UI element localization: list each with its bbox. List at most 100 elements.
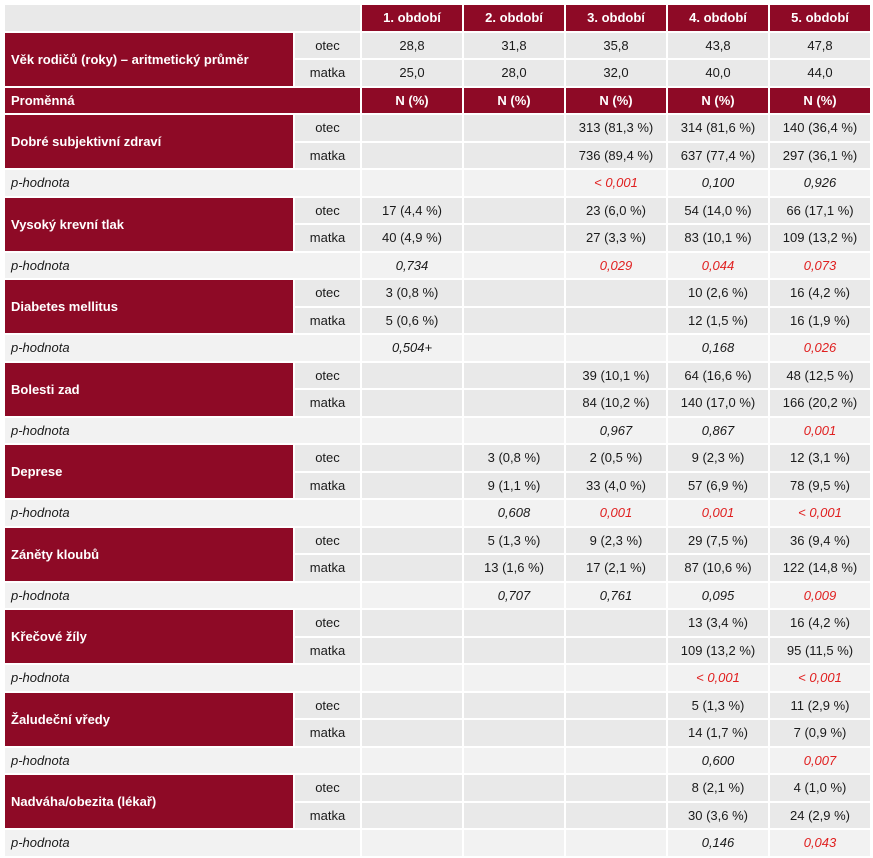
table-row: matka 40 (4,9 %) 27 (3,3 %) 83 (10,1 %) 109 … bbox=[4, 223, 872, 253]
p-value-row: p-hodnota 0,608 0,001 0,001 < 0,001 bbox=[3, 498, 872, 528]
value-cell: 8 (2,1 %) bbox=[666, 773, 770, 803]
variable-label: Záněty kloubů bbox=[3, 525, 295, 583]
period-header: 3. období bbox=[564, 3, 668, 33]
value-cell: 23 (6,0 %) bbox=[564, 195, 668, 225]
sub-label: otec bbox=[293, 360, 362, 390]
p-value-cell: 0,146 bbox=[666, 828, 770, 858]
n-percent-header: N (%) bbox=[462, 85, 566, 115]
value-cell bbox=[360, 690, 464, 720]
table-row: Nadváha/obezita (lékař) otec 8 (2,1 %) 4 (1… bbox=[3, 773, 872, 830]
value-cell: 166 (20,2 %) bbox=[768, 388, 872, 418]
value-cell: 17 (2,1 %) bbox=[564, 553, 668, 583]
table-row: matka 9 (1,1 %) 33 (4,0 %) 57 (6,9 %) 78 (9,… bbox=[4, 470, 872, 500]
age-value: 25,0 bbox=[360, 58, 464, 88]
value-cell: 64 (16,6 %) bbox=[666, 360, 770, 390]
p-value-cell bbox=[360, 168, 464, 198]
value-cell: 16 (4,2 %) bbox=[768, 278, 872, 308]
value-cell bbox=[360, 608, 464, 638]
table-row: matka 13 (1,6 %) 17 (2,1 %) 87 (10,6 %) 122 … bbox=[4, 553, 872, 583]
p-value-cell bbox=[564, 333, 668, 363]
value-cell bbox=[462, 278, 566, 308]
p-value-cell bbox=[360, 745, 464, 775]
value-cell: 3 (0,8 %) bbox=[462, 443, 566, 473]
p-value-label: p-hodnota bbox=[3, 663, 362, 693]
age-value: 28,8 bbox=[360, 30, 464, 60]
p-value-cell: 0,009 bbox=[768, 580, 872, 610]
value-cell: 17 (4,4 %) bbox=[360, 195, 464, 225]
variable-column-header: Proměnná bbox=[3, 85, 362, 115]
value-cell: 57 (6,9 %) bbox=[666, 470, 770, 500]
p-value-cell: 0,073 bbox=[768, 250, 872, 280]
table-row: Dobré subjektivní zdraví otec 313 (81,3 %)… bbox=[3, 113, 872, 170]
value-cell bbox=[462, 690, 566, 720]
value-cell: 140 (36,4 %) bbox=[768, 113, 872, 143]
sub-label: matka bbox=[293, 470, 362, 500]
p-value-cell: 0,100 bbox=[666, 168, 770, 198]
p-value-cell: < 0,001 bbox=[768, 663, 872, 693]
n-percent-header: N (%) bbox=[666, 85, 770, 115]
p-value-cell bbox=[360, 415, 464, 445]
period-header-row: 1. období 2. období 3. období 4. období … bbox=[3, 3, 872, 33]
value-cell: 36 (9,4 %) bbox=[768, 525, 872, 555]
p-value-cell: 0,734 bbox=[360, 250, 464, 280]
value-cell: 29 (7,5 %) bbox=[666, 525, 770, 555]
p-value-row: p-hodnota 0,967 0,867 0,001 bbox=[3, 415, 872, 445]
value-cell bbox=[564, 608, 668, 638]
p-value-cell: 0,044 bbox=[666, 250, 770, 280]
value-cell bbox=[360, 140, 464, 170]
sub-label: matka bbox=[293, 388, 362, 418]
sub-label: matka bbox=[293, 800, 362, 830]
table-row: Záněty kloubů otec 5 (1,3 %) 9 (2,3 %) 29 (7… bbox=[3, 525, 872, 583]
p-value-row: p-hodnota < 0,001 0,100 0,926 bbox=[3, 168, 872, 198]
p-value-cell: 0,761 bbox=[564, 580, 668, 610]
sub-label: matka bbox=[293, 58, 362, 88]
sub-label: otec bbox=[293, 690, 362, 720]
sub-label: matka bbox=[293, 305, 362, 335]
age-label: Věk rodičů (roky) – aritmetický průměr bbox=[3, 30, 295, 88]
sub-label: matka bbox=[293, 635, 362, 665]
value-cell bbox=[360, 525, 464, 555]
n-percent-header: N (%) bbox=[564, 85, 668, 115]
value-cell bbox=[462, 305, 566, 335]
value-cell bbox=[360, 718, 464, 748]
value-cell: 84 (10,2 %) bbox=[564, 388, 668, 418]
value-cell: 10 (2,6 %) bbox=[666, 278, 770, 308]
table-row: Křečové žíly otec 13 (3,4 %) 16 (4,2 %) bbox=[3, 608, 872, 665]
p-value-cell: 0,600 bbox=[666, 745, 770, 775]
period-header: 4. období bbox=[666, 3, 770, 33]
value-cell bbox=[360, 635, 464, 665]
variable-label: Nadváha/obezita (lékař) bbox=[3, 773, 295, 830]
value-cell: 33 (4,0 %) bbox=[564, 470, 668, 500]
p-value-label: p-hodnota bbox=[3, 250, 362, 280]
p-value-label: p-hodnota bbox=[3, 828, 362, 858]
variable-label: Žaludeční vředy bbox=[3, 690, 295, 748]
table-row: matka 14 (1,7 %) 7 (0,9 %) bbox=[4, 718, 872, 748]
value-cell: 7 (0,9 %) bbox=[768, 718, 872, 748]
p-value-label: p-hodnota bbox=[3, 745, 362, 775]
value-cell: 4 (1,0 %) bbox=[768, 773, 872, 803]
value-cell: 12 (1,5 %) bbox=[666, 305, 770, 335]
value-cell bbox=[462, 773, 566, 803]
p-value-cell: 0,001 bbox=[666, 498, 770, 528]
sub-label: otec bbox=[293, 525, 362, 555]
value-cell bbox=[360, 773, 464, 803]
p-value-cell bbox=[462, 250, 566, 280]
p-value-cell: 0,043 bbox=[768, 828, 872, 858]
sub-label: matka bbox=[293, 140, 362, 170]
value-cell: 39 (10,1 %) bbox=[564, 360, 668, 390]
value-cell: 9 (1,1 %) bbox=[462, 470, 566, 500]
value-cell bbox=[360, 800, 464, 830]
period-header: 2. období bbox=[462, 3, 566, 33]
p-value-cell bbox=[360, 663, 464, 693]
value-cell: 9 (2,3 %) bbox=[666, 443, 770, 473]
value-cell bbox=[462, 223, 566, 253]
value-cell: 637 (77,4 %) bbox=[666, 140, 770, 170]
p-value-row: p-hodnota 0,146 0,043 bbox=[3, 828, 872, 858]
value-cell: 2 (0,5 %) bbox=[564, 443, 668, 473]
value-cell: 48 (12,5 %) bbox=[768, 360, 872, 390]
value-cell: 5 (1,3 %) bbox=[462, 525, 566, 555]
value-cell bbox=[564, 305, 668, 335]
value-cell: 30 (3,6 %) bbox=[666, 800, 770, 830]
sub-label: matka bbox=[293, 553, 362, 583]
variable-label: Bolesti zad bbox=[3, 360, 295, 418]
